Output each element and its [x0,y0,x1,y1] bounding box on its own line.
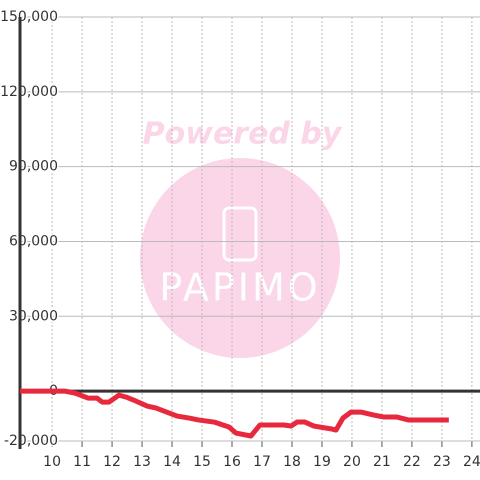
y-tick-label: 90,000 [9,159,58,175]
x-tick-label: 23 [433,454,451,470]
watermark-icon [222,206,258,262]
x-tick-label: 21 [373,454,391,470]
watermark-title: Powered by [143,117,343,152]
x-tick-label: 16 [223,454,241,470]
y-tick-label: -20,000 [4,433,58,449]
watermark-brand: PAPIMO [159,266,320,310]
x-tick-label: 13 [133,454,151,470]
y-tick-label: 120,000 [0,84,58,100]
x-tick-label: 11 [73,454,91,470]
x-tick-label: 10 [43,454,61,470]
x-tick-label: 14 [163,454,181,470]
x-tick-label: 22 [403,454,421,470]
x-tick-label: 15 [193,454,211,470]
watermark: Powered by PAPIMO [140,117,343,358]
watermark-circle [140,158,340,358]
data-line [20,388,449,439]
x-tick-label: 18 [283,454,301,470]
x-tick-label: 19 [313,454,331,470]
x-tick-label: 24 [463,454,480,470]
x-tick-label: 20 [343,454,361,470]
x-tick-label: 17 [253,454,271,470]
y-tick-label: 60,000 [9,233,58,249]
x-tick-label: 12 [103,454,121,470]
y-tick-label: 30,000 [9,308,58,324]
y-tick-label: 150,000 [0,9,58,25]
